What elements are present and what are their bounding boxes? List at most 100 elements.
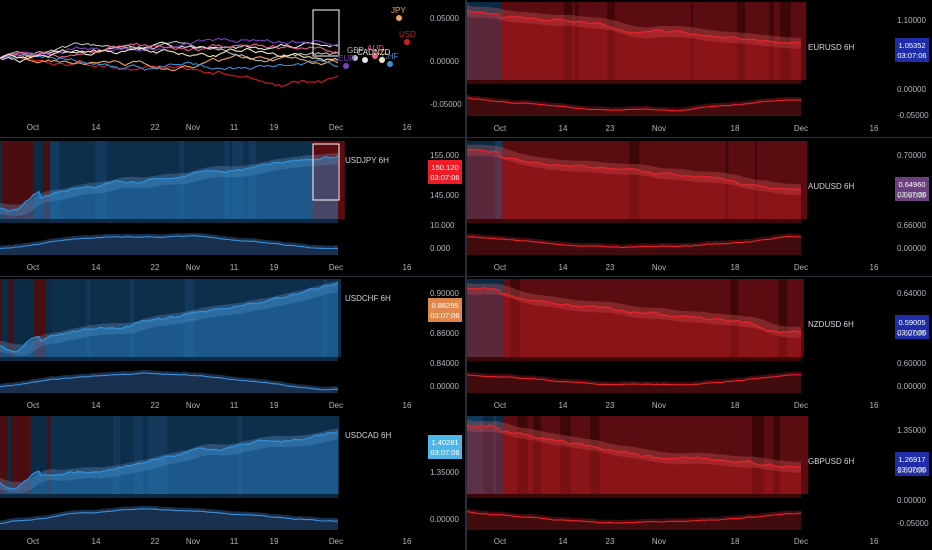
y-tick-label: 0.64000 bbox=[897, 289, 926, 298]
x-tick-label: Dec bbox=[794, 124, 808, 133]
x-tick-label: Nov bbox=[652, 401, 666, 410]
regime-band bbox=[478, 2, 490, 80]
y-tick-label: 0.86000 bbox=[430, 329, 459, 338]
price-area bbox=[0, 156, 338, 219]
regime-band bbox=[122, 141, 128, 219]
regime-band bbox=[7, 416, 12, 494]
regime-band bbox=[738, 279, 742, 357]
regime-band bbox=[503, 279, 512, 357]
regime-band bbox=[586, 141, 590, 219]
highlight-box bbox=[312, 143, 340, 201]
badge-time: 03:07:06 bbox=[897, 190, 926, 199]
legend-aud[interactable]: AUD bbox=[367, 44, 384, 59]
regime-band bbox=[272, 279, 278, 357]
legend-gbp[interactable]: GBP bbox=[347, 46, 364, 61]
regime-band bbox=[790, 2, 794, 80]
regime-band bbox=[248, 416, 258, 494]
x-tick-label: Dec bbox=[329, 263, 343, 272]
regime-band bbox=[551, 279, 561, 357]
y-tick-label: 1.35000 bbox=[897, 426, 926, 435]
osc-strip bbox=[0, 357, 338, 361]
regime-band bbox=[705, 279, 709, 357]
regime-band bbox=[30, 416, 42, 494]
regime-band bbox=[735, 416, 744, 494]
regime-band bbox=[780, 2, 792, 80]
x-tick-label: 22 bbox=[151, 401, 160, 410]
badge-price: 1.05352 bbox=[898, 41, 925, 50]
legend-eur[interactable]: EUR bbox=[338, 54, 355, 69]
regime-band bbox=[544, 416, 550, 494]
legend-jpy[interactable]: JPY bbox=[391, 6, 406, 21]
regime-band bbox=[695, 141, 701, 219]
price-area bbox=[467, 10, 801, 80]
legend-nzd[interactable]: NZD bbox=[374, 48, 391, 63]
regime-band bbox=[736, 141, 741, 219]
currency-strength-panel[interactable]: USD JPY GBP CAD CHF EUR AUD NZD 0.05000 0.00000 -0… bbox=[0, 0, 465, 137]
regime-band bbox=[589, 141, 602, 219]
legend-chf[interactable]: CHF bbox=[382, 52, 399, 67]
regime-band bbox=[44, 416, 48, 494]
x-tick-label: 11 bbox=[230, 401, 239, 410]
x-tick-label: 23 bbox=[606, 537, 615, 546]
badge-price: 1.40281 bbox=[431, 438, 458, 447]
highlight-box bbox=[312, 9, 340, 57]
regime-band bbox=[229, 141, 234, 219]
osc-line bbox=[467, 235, 802, 249]
regime-band bbox=[18, 416, 26, 494]
regime-band bbox=[134, 141, 143, 219]
pair-panel-usdcad[interactable]: USDCAD 6H 1.40281 03:07:06 1.35000 0.00000 Oc… bbox=[0, 414, 465, 550]
regime-band bbox=[221, 141, 226, 219]
regime-band bbox=[693, 2, 702, 80]
pair-label: USDJPY 6H bbox=[345, 156, 389, 165]
regime-band bbox=[163, 141, 175, 219]
y-tick-label: -0.05000 bbox=[897, 111, 929, 120]
regime-band bbox=[50, 416, 56, 494]
regime-band bbox=[774, 141, 780, 219]
x-tick-label: Nov bbox=[186, 263, 200, 272]
regime-band bbox=[475, 141, 485, 219]
legend-usd[interactable]: USD bbox=[399, 30, 416, 45]
y-tick-label: 0.00000 bbox=[430, 57, 459, 66]
regime-band bbox=[323, 416, 333, 494]
regime-band bbox=[631, 279, 635, 357]
regime-band bbox=[740, 141, 747, 219]
regime-band bbox=[559, 279, 567, 357]
regime-band bbox=[317, 416, 324, 494]
regime-band bbox=[588, 279, 596, 357]
regime-band bbox=[684, 279, 694, 357]
regime-band bbox=[478, 279, 484, 357]
regime-band bbox=[540, 2, 552, 80]
pair-panel-audusd[interactable]: AUDUSD 6H 0.64960 03:07:06 0.70000 0.68000 0.… bbox=[467, 139, 932, 276]
pair-panel-eurusd[interactable]: EURUSD 6H 1.05352 03:07:06 1.10000 0.00000 -0… bbox=[467, 0, 932, 137]
regime-band bbox=[467, 279, 470, 357]
regime-band bbox=[335, 416, 340, 494]
ma-ribbon bbox=[467, 282, 801, 338]
ma-ribbon bbox=[467, 144, 801, 196]
pair-panel-usdchf[interactable]: USDCHF 6H 0.88295 03:07:06 0.90000 0.86000 0.… bbox=[0, 277, 465, 414]
regime-band bbox=[636, 279, 641, 357]
x-tick-label: 22 bbox=[151, 263, 160, 272]
x-tick-label: 23 bbox=[606, 263, 615, 272]
vertical-divider bbox=[465, 0, 467, 550]
legend-cad[interactable]: CAD bbox=[357, 48, 374, 63]
pair-panel-usdjpy[interactable]: USDJPY 6H 150.120 03:07:06 155.000 145.000 10… bbox=[0, 139, 465, 276]
pair-panel-nzdusd[interactable]: NZDUSD 6H 0.59005 03:07:06 0.64000 0.62000 0.… bbox=[467, 277, 932, 414]
regime-band bbox=[525, 2, 532, 80]
legend-label: AUD bbox=[367, 44, 384, 53]
pair-label: EURUSD 6H bbox=[808, 43, 854, 52]
regime-band bbox=[147, 279, 157, 357]
regime-band bbox=[763, 416, 774, 494]
regime-band bbox=[256, 141, 268, 219]
regime-band bbox=[229, 279, 236, 357]
regime-band bbox=[167, 279, 177, 357]
regime-band bbox=[88, 416, 98, 494]
regime-band bbox=[644, 2, 657, 80]
pair-panel-gbpusd[interactable]: GBPUSD 6H 1.26917 03:07:06 1.35000 1.30000 0.… bbox=[467, 414, 932, 550]
